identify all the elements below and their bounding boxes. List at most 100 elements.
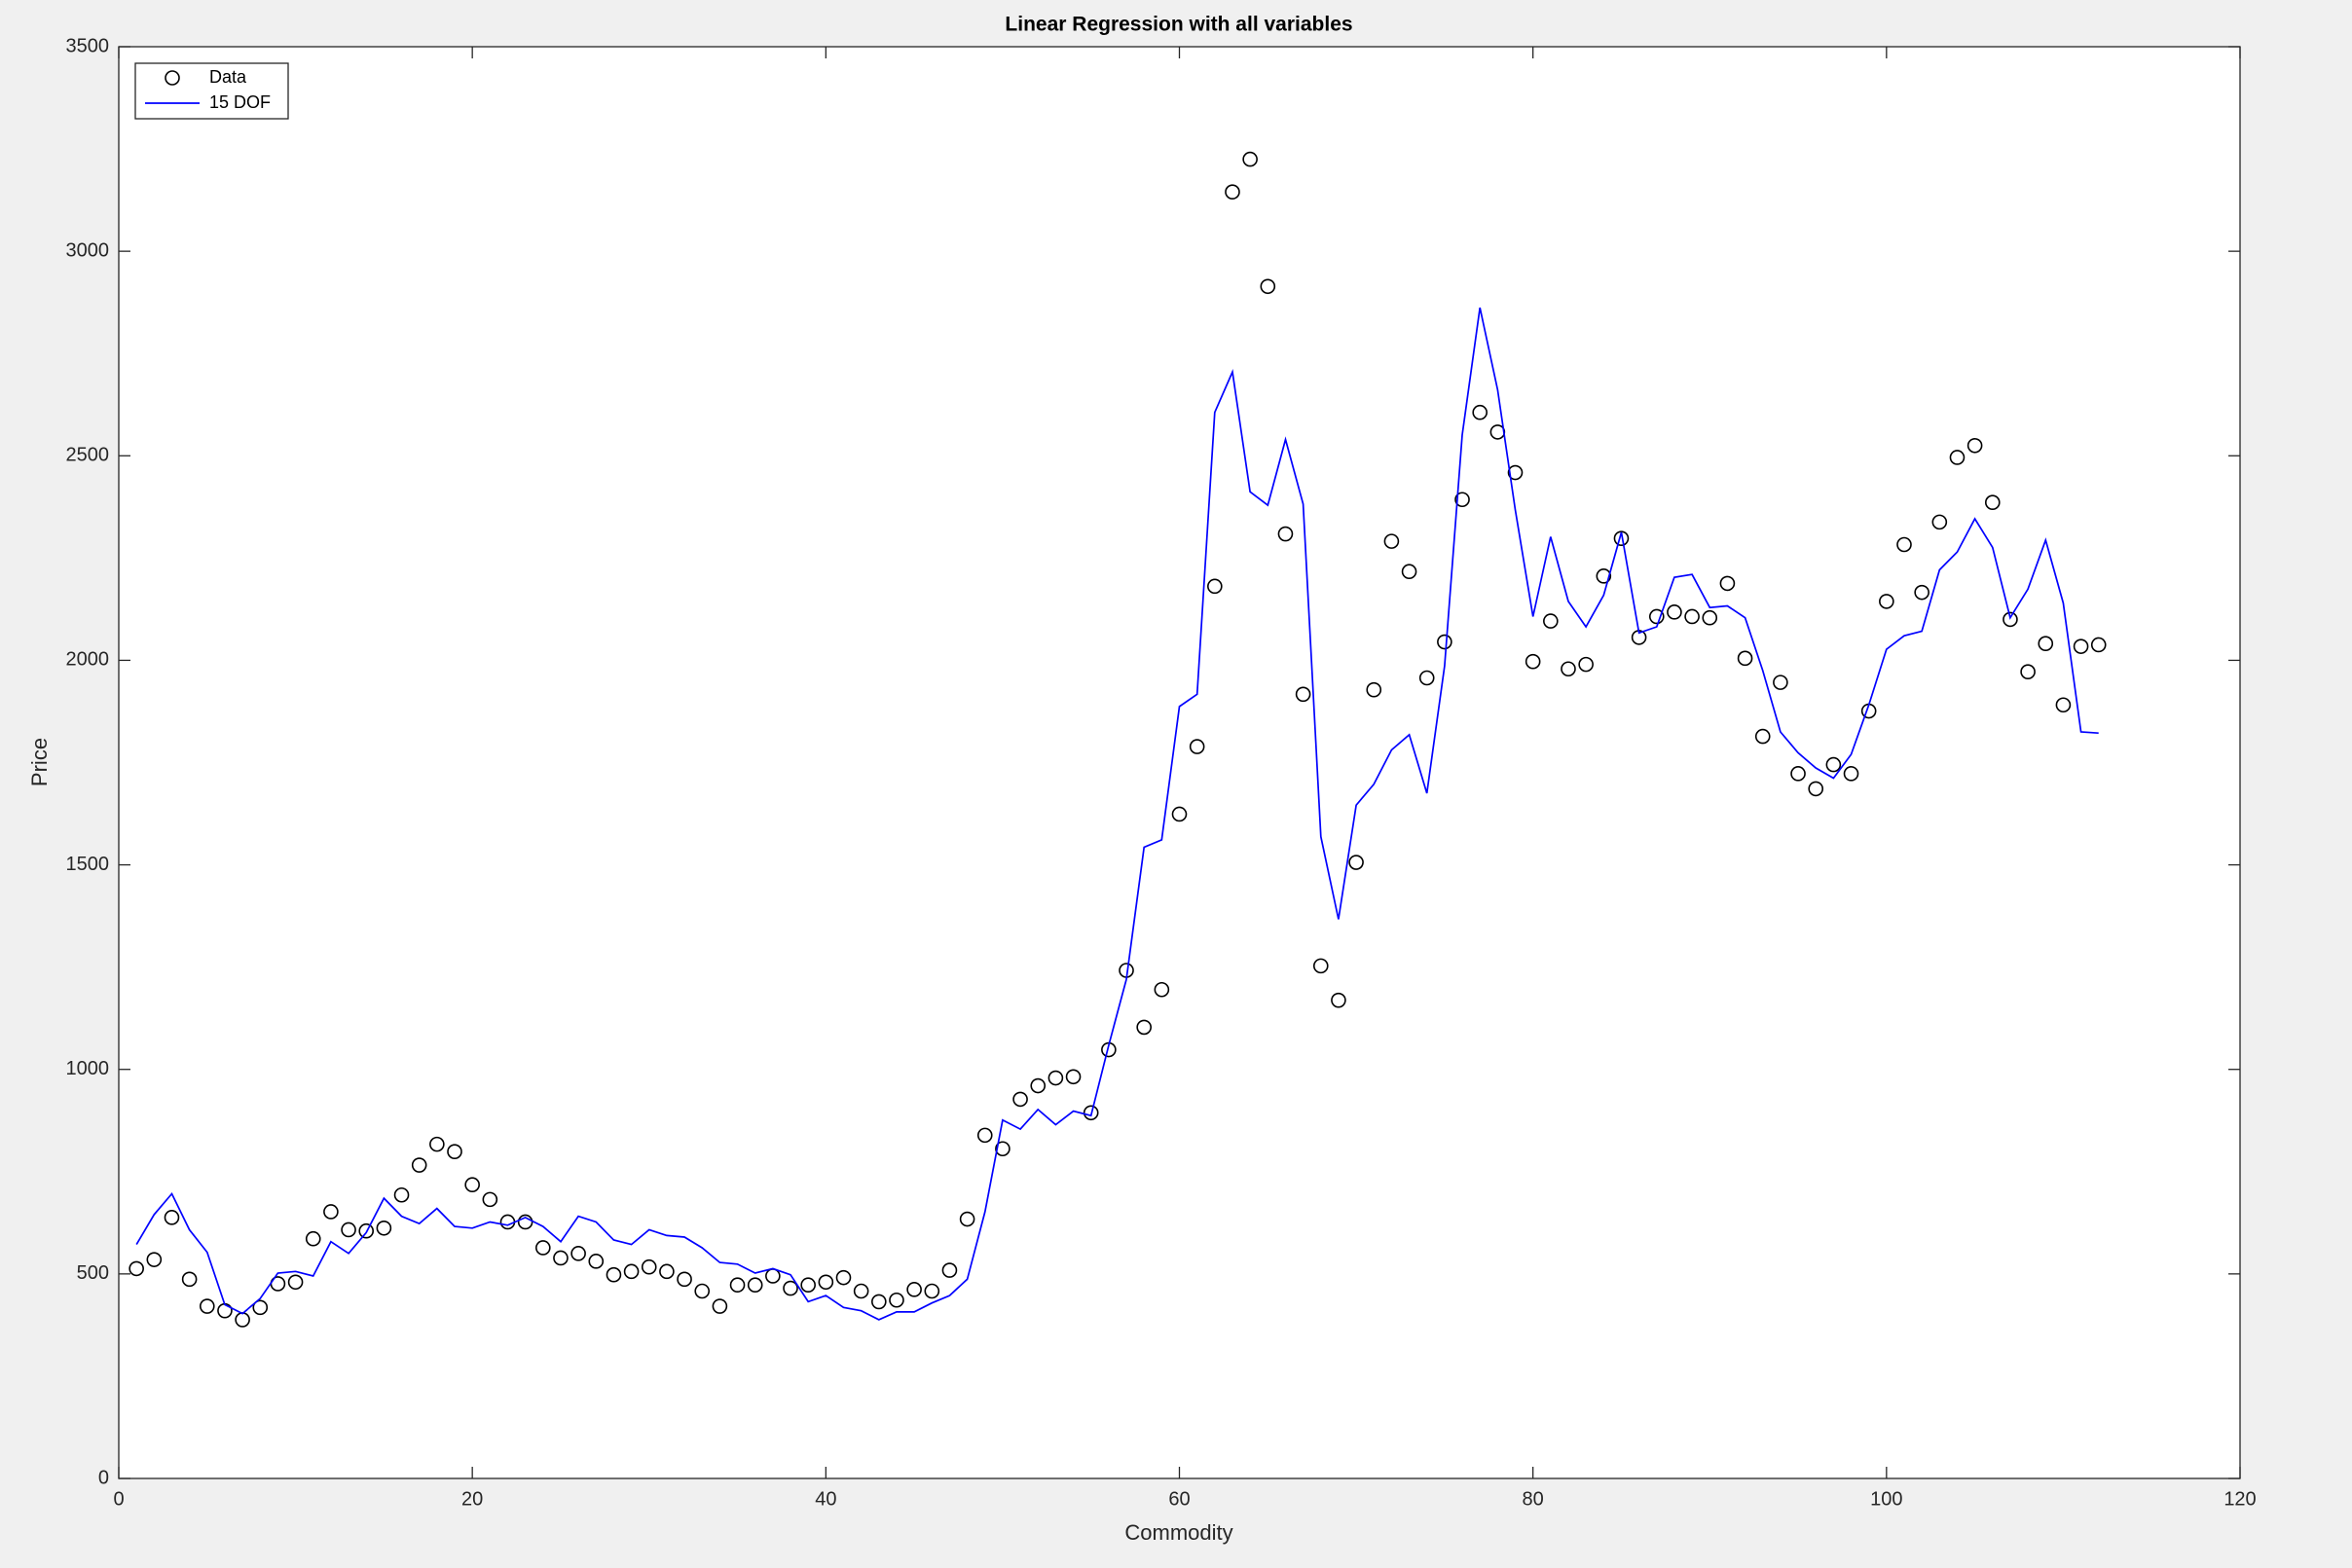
y-tick-label: 3000 <box>66 239 110 261</box>
data-point <box>1507 464 1524 481</box>
data-point <box>534 1240 551 1256</box>
x-tick-label: 0 <box>113 1488 124 1510</box>
data-point <box>1808 781 1823 797</box>
data-point <box>1207 578 1223 595</box>
data-point <box>358 1222 375 1239</box>
data-point <box>1648 608 1665 625</box>
data-point <box>2073 638 2089 654</box>
data-point <box>1454 492 1470 508</box>
data-point <box>1525 653 1541 670</box>
data-point <box>252 1299 269 1316</box>
data-point <box>588 1254 605 1269</box>
data-point <box>2055 697 2072 713</box>
data-point <box>1896 536 1912 553</box>
y-tick-label: 0 <box>98 1467 109 1488</box>
data-point <box>287 1274 304 1291</box>
data-point <box>1366 681 1382 698</box>
data-point <box>747 1277 763 1294</box>
data-point <box>553 1250 569 1266</box>
data-point <box>323 1204 339 1220</box>
data-point <box>1348 855 1364 870</box>
data-point <box>429 1136 445 1152</box>
y-axis-label: Price <box>27 738 52 786</box>
data-point <box>1295 686 1311 703</box>
plot-frame <box>118 46 2241 1479</box>
legend-label: 15 DOF <box>209 92 271 112</box>
data-point <box>164 1210 180 1225</box>
data-point <box>871 1294 887 1310</box>
data-point <box>1260 278 1276 295</box>
x-tick-label: 20 <box>461 1488 483 1510</box>
data-point <box>1931 514 1948 530</box>
data-point <box>924 1283 940 1299</box>
legend-box <box>134 62 289 120</box>
data-point <box>712 1298 728 1314</box>
data-point <box>995 1141 1011 1157</box>
data-point <box>1578 656 1594 673</box>
x-tick-label: 120 <box>2223 1488 2256 1510</box>
data-point <box>1613 530 1630 546</box>
data-point <box>1949 450 1966 465</box>
data-point <box>305 1230 321 1247</box>
data-point <box>199 1298 215 1314</box>
data-point <box>1754 728 1771 745</box>
data-point <box>181 1271 198 1288</box>
data-point <box>570 1246 586 1261</box>
data-point <box>2090 637 2107 653</box>
data-point <box>1047 1070 1064 1086</box>
data-point <box>2003 611 2018 628</box>
data-point <box>1065 1069 1082 1085</box>
data-point <box>959 1211 975 1227</box>
data-point <box>1825 756 1842 773</box>
data-point <box>1154 981 1170 998</box>
data-point <box>853 1283 869 1299</box>
data-point <box>1401 564 1417 580</box>
data-point <box>889 1292 904 1308</box>
data-point <box>411 1157 427 1173</box>
data-point <box>1277 526 1294 542</box>
legend-marker <box>165 70 180 86</box>
y-tick-label: 1000 <box>66 1058 110 1079</box>
data-point <box>941 1262 958 1278</box>
data-point <box>606 1266 622 1283</box>
data-point <box>641 1258 657 1275</box>
data-point <box>1684 608 1700 625</box>
data-point <box>2038 636 2054 651</box>
data-point <box>659 1263 675 1280</box>
plot-area <box>119 47 2240 1478</box>
data-point <box>1312 958 1329 974</box>
data-point <box>393 1186 410 1203</box>
data-point <box>447 1144 462 1159</box>
data-point <box>129 1260 144 1277</box>
data-point <box>1596 568 1612 584</box>
fit-line <box>135 307 2099 1321</box>
data-point <box>1667 604 1682 620</box>
data-point <box>1843 766 1859 782</box>
data-point <box>1383 533 1400 549</box>
data-point <box>1966 437 1983 454</box>
data-point <box>517 1214 533 1230</box>
data-point <box>1472 404 1488 420</box>
data-point <box>1418 670 1435 686</box>
y-tick-label: 1500 <box>66 854 110 875</box>
data-point <box>729 1277 746 1294</box>
data-point <box>1790 766 1806 782</box>
data-point <box>1543 613 1559 629</box>
data-point <box>146 1252 163 1267</box>
data-point <box>482 1191 498 1208</box>
data-point <box>906 1282 922 1297</box>
data-point <box>1189 739 1205 754</box>
x-tick-label: 80 <box>1523 1488 1544 1510</box>
data-point <box>818 1274 834 1291</box>
x-axis-label: Commodity <box>1124 1520 1232 1545</box>
data-point <box>341 1222 356 1238</box>
data-point <box>800 1277 816 1294</box>
data-point <box>2020 664 2036 679</box>
data-point <box>835 1269 852 1286</box>
data-point <box>1984 494 2001 510</box>
data-point <box>1719 575 1736 592</box>
y-tick-label: 500 <box>77 1262 109 1284</box>
data-point <box>1030 1077 1047 1094</box>
data-point <box>976 1127 993 1144</box>
